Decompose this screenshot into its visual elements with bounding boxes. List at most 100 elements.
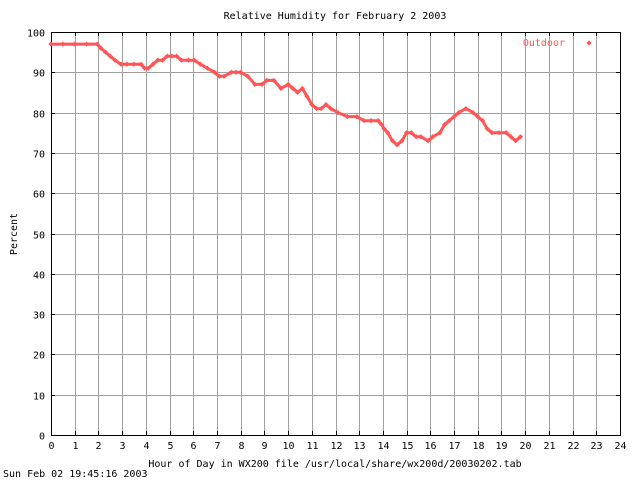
- data-point: [508, 134, 514, 140]
- data-point: [197, 61, 203, 67]
- data-point: [484, 126, 490, 132]
- data-point: [385, 130, 391, 136]
- data-point: [430, 134, 436, 140]
- x-tick-label: 5: [167, 441, 173, 452]
- y-tick-label: 10: [33, 392, 45, 403]
- data-point: [344, 114, 350, 120]
- data-point: [191, 57, 198, 63]
- data-point: [264, 77, 270, 83]
- data-point: [375, 118, 381, 124]
- x-tick-label: 9: [261, 441, 267, 452]
- data-point: [496, 130, 502, 136]
- data-point: [72, 41, 78, 47]
- x-tick-label: 6: [190, 441, 196, 452]
- y-tick-label: 40: [33, 271, 45, 282]
- data-point: [470, 110, 476, 116]
- footer-timestamp: Sun Feb 02 19:45:16 2003: [3, 469, 148, 480]
- data-point: [379, 122, 385, 128]
- y-tick-label: 50: [33, 231, 45, 242]
- data-point: [252, 81, 258, 87]
- x-tick-label: 16: [424, 441, 436, 452]
- data-point: [399, 138, 405, 144]
- series-outdoor: [48, 41, 524, 148]
- data-point: [408, 130, 414, 136]
- x-tick-label: 22: [567, 441, 579, 452]
- y-tick-label: 0: [39, 432, 45, 443]
- data-point: [381, 126, 387, 132]
- data-point: [138, 61, 144, 67]
- data-point: [174, 53, 180, 59]
- data-point: [304, 93, 310, 100]
- data-point: [159, 57, 166, 63]
- data-point: [211, 69, 218, 75]
- data-point: [164, 53, 170, 59]
- data-point: [221, 73, 227, 79]
- x-tick-label: 11: [306, 441, 318, 452]
- data-point: [204, 65, 211, 71]
- data-point: [418, 134, 424, 140]
- data-point: [185, 57, 192, 63]
- data-point: [456, 110, 462, 116]
- y-tick-label: 70: [33, 150, 45, 161]
- data-point: [216, 73, 222, 79]
- data-point: [48, 41, 54, 47]
- x-tick-label: 8: [238, 441, 244, 452]
- data-point: [479, 118, 486, 124]
- x-tick-label: 10: [282, 441, 294, 452]
- x-tick-label: 2: [95, 441, 101, 452]
- x-tick-label: 0: [48, 441, 54, 452]
- data-point: [294, 89, 301, 96]
- chart-title: Relative Humidity for February 2 2003: [224, 11, 447, 22]
- data-point: [145, 65, 151, 71]
- data-point: [404, 130, 410, 136]
- x-tick-label: 7: [214, 441, 220, 452]
- data-point: [124, 61, 130, 67]
- data-point: [328, 105, 334, 112]
- data-point: [233, 69, 239, 75]
- data-point: [271, 77, 277, 83]
- legend: Outdoor: [523, 38, 592, 49]
- data-point: [238, 69, 244, 75]
- y-axis-label: Percent: [9, 213, 20, 255]
- data-point: [112, 57, 118, 63]
- data-point: [318, 105, 324, 112]
- x-tick-label: 14: [377, 441, 389, 452]
- data-point: [309, 101, 315, 108]
- data-point: [228, 69, 234, 75]
- data-point: [451, 114, 457, 120]
- data-point: [169, 53, 175, 59]
- data-point: [142, 65, 148, 71]
- data-point: [245, 73, 251, 79]
- x-tick-label: 15: [401, 441, 413, 452]
- x-axis-label: Hour of Day in WX200 file /usr/local/sha…: [148, 459, 521, 470]
- data-point: [463, 105, 469, 112]
- y-tick-label: 90: [33, 69, 45, 80]
- x-tick-label: 23: [590, 441, 602, 452]
- data-point: [335, 110, 341, 116]
- legend-label: Outdoor: [523, 38, 565, 49]
- data-point: [102, 49, 109, 55]
- y-tick-label: 20: [33, 351, 45, 362]
- data-point: [299, 85, 305, 92]
- x-tick-label: 1: [72, 441, 78, 452]
- data-point: [446, 118, 452, 124]
- data-point: [150, 61, 156, 67]
- y-tick-label: 80: [33, 110, 45, 121]
- data-point: [394, 142, 400, 148]
- data-point: [107, 53, 113, 59]
- data-point: [413, 134, 419, 140]
- x-tick-label: 12: [330, 441, 342, 452]
- x-tick-label: 19: [495, 441, 507, 452]
- data-point: [259, 81, 265, 87]
- data-point: [118, 61, 124, 67]
- data-point: [513, 138, 519, 144]
- legend-marker-icon: [586, 40, 592, 46]
- data-point: [517, 134, 524, 140]
- data-point: [389, 138, 395, 144]
- data-point: [290, 85, 296, 92]
- data-point: [437, 130, 443, 136]
- data-point: [425, 138, 431, 144]
- x-tick-label: 13: [353, 441, 365, 452]
- data-point: [313, 105, 320, 112]
